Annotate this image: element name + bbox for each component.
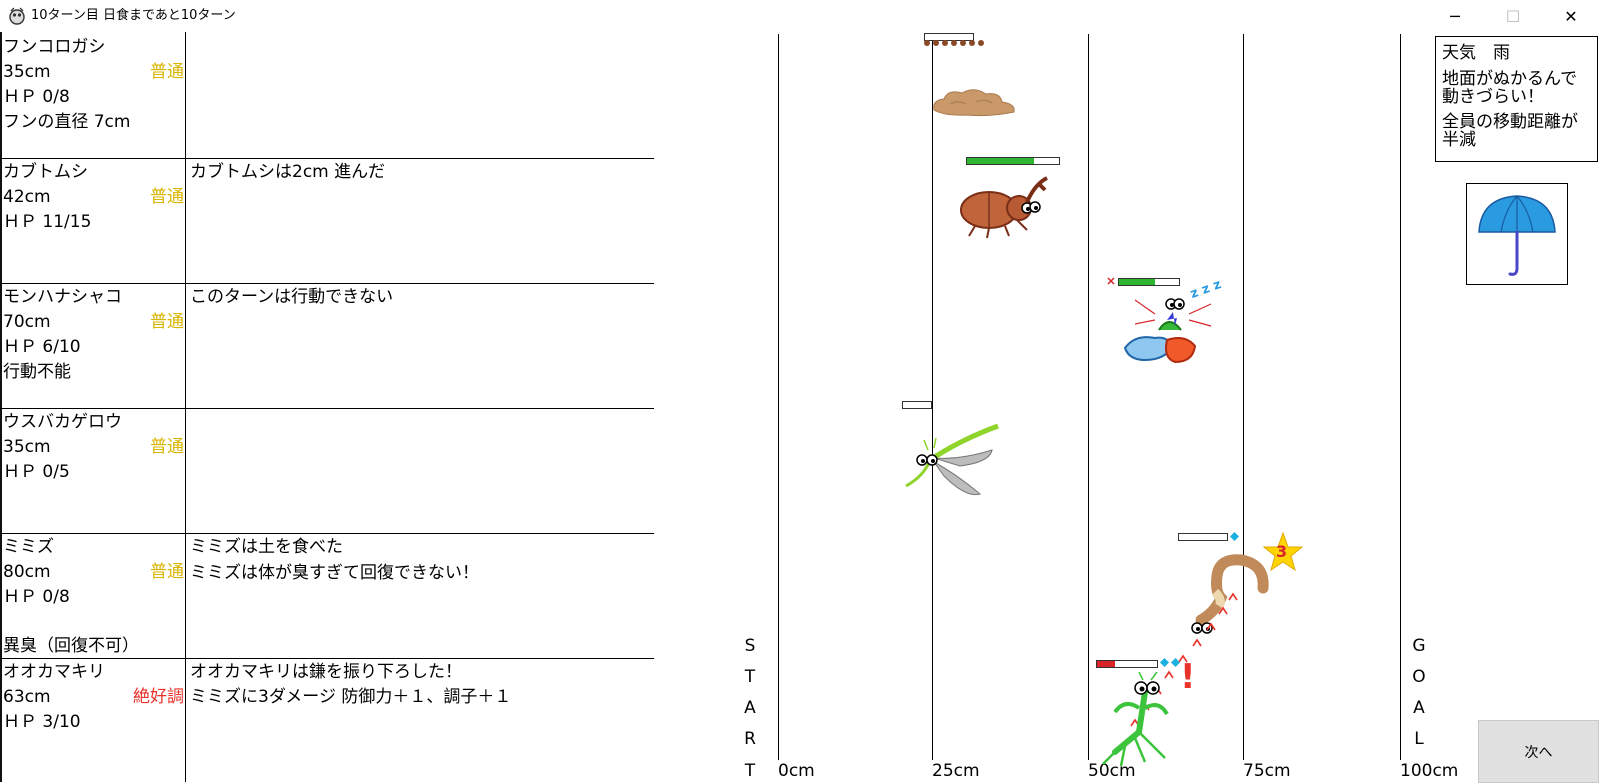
- track-line-25cm: [932, 34, 933, 760]
- status-panel-shako: モンハナシャコ 70cm 普通 ＨＰ 6/10 行動不能 このターンは行動できな…: [0, 283, 654, 409]
- condition-label: 普通: [150, 62, 184, 82]
- creature-name: モンハナシャコ: [3, 287, 122, 307]
- hp-bar-shako: [1118, 278, 1180, 286]
- left-edge-strip: [0, 32, 2, 782]
- creature-extra: フンの直径 7cm: [3, 112, 131, 132]
- creature-hp: ＨＰ 6/10: [3, 337, 81, 357]
- battle-message: ミミズは土を食べた: [190, 537, 343, 557]
- status-panel-funkorogashi: フンコロガシ 35cm 普通 ＨＰ 0/8 フンの直径 7cm: [0, 32, 654, 159]
- creature-name: ミミズ: [3, 537, 54, 557]
- title-bar: 10ターン目 日食まであと10ターン ─ ☐ ✕: [0, 0, 1602, 32]
- close-button[interactable]: ✕: [1564, 6, 1578, 26]
- hp-fill-kabutomushi: [967, 158, 1035, 164]
- start-letter: T: [744, 761, 756, 781]
- creature-hp: ＨＰ 0/8: [3, 587, 70, 607]
- hp-bar-kamakiri: [1096, 660, 1158, 668]
- battle-message: カブトムシは2cm 進んだ: [190, 162, 386, 182]
- battle-message: このターンは行動できない: [190, 287, 394, 307]
- status-panel-kamakiri: オオカマキリ 63cm 絶好調 ＨＰ 3/10 オオカマキリは鎌を振り下ろした！…: [0, 658, 654, 782]
- umbrella-icon: [1478, 195, 1556, 276]
- damage-star-icon: [1262, 531, 1304, 572]
- tick-label-25cm: 25cm: [932, 761, 980, 781]
- hp-bar-mimizu: [1178, 533, 1228, 541]
- damage-number: 3: [1276, 542, 1288, 561]
- hp-bar-funkorogashi: [924, 33, 974, 41]
- track-line-100cm: [1400, 34, 1401, 760]
- start-letter: A: [744, 698, 756, 718]
- track-line-0cm: [778, 34, 779, 760]
- weather-desc-line: 地面がぬかるんで: [1442, 69, 1578, 89]
- condition-label: 普通: [150, 187, 184, 207]
- creature-distance: 63cm: [3, 687, 51, 707]
- hp-fill-shako: [1119, 279, 1155, 285]
- battle-message: ミミズに3ダメージ 防御力＋１、調子＋１: [190, 687, 512, 707]
- diamond-marker-icon: [1230, 532, 1239, 541]
- race-track: 0cm 25cm 50cm 75cm 100cm S T A R T G O A…: [740, 32, 1458, 782]
- battle-message: ミミズは体が臭すぎて回復できない！: [190, 563, 479, 583]
- creature-hp: ＨＰ 3/10: [3, 712, 81, 732]
- hp-fill-kamakiri: [1097, 661, 1115, 667]
- beetle-icon: [960, 176, 1048, 239]
- creature-name: カブトムシ: [3, 162, 88, 182]
- creature-status: 異臭（回復不可）: [3, 636, 139, 656]
- weather-title: 天気 雨: [1442, 43, 1510, 63]
- mantis-icon: [1102, 672, 1169, 767]
- creature-name: オオカマキリ: [3, 662, 105, 682]
- status-panel-kabutomushi: カブトムシ 42cm 普通 ＨＰ 11/15 カブトムシは2cm 進んだ: [0, 158, 654, 284]
- app-icon: [9, 7, 25, 25]
- dung-ball-icon: [933, 89, 1015, 117]
- alert-mark: !: [1180, 657, 1196, 697]
- condition-label: 普通: [150, 312, 184, 332]
- earthworm-icon: [1191, 554, 1269, 634]
- creature-distance: 70cm: [3, 312, 51, 332]
- goal-letter: L: [1414, 729, 1424, 749]
- track-line-50cm: [1088, 34, 1089, 760]
- minimize-button[interactable]: ─: [1450, 6, 1460, 26]
- creature-hp: ＨＰ 11/15: [3, 212, 92, 232]
- creature-name: ウスバカゲロウ: [3, 412, 122, 432]
- status-x-icon: [1107, 277, 1115, 285]
- hp-bar-kabutomushi: [966, 157, 1060, 165]
- weather-desc-line: 半減: [1442, 130, 1476, 150]
- diamond-marker-icon: [1160, 658, 1180, 667]
- tick-label-0cm: 0cm: [778, 761, 815, 781]
- track-line-75cm: [1243, 34, 1244, 760]
- weather-icon-box: [1466, 183, 1568, 285]
- tick-label-100cm: 100cm: [1400, 761, 1459, 781]
- start-letter: T: [744, 667, 756, 687]
- goal-letter: A: [1413, 698, 1425, 718]
- condition-label: 絶好調: [133, 687, 184, 707]
- maximize-button[interactable]: ☐: [1505, 6, 1521, 26]
- tick-label-75cm: 75cm: [1243, 761, 1291, 781]
- weather-desc-line: 動きづらい！: [1442, 87, 1544, 107]
- creature-hp: ＨＰ 0/8: [3, 87, 70, 107]
- status-panel-usubakagerou: ウスバカゲロウ 35cm 普通 ＨＰ 0/5: [0, 408, 654, 534]
- start-letter: R: [744, 729, 756, 749]
- mantis-shrimp-icon: [1123, 298, 1212, 364]
- creature-status: 行動不能: [3, 362, 71, 382]
- creature-distance: 35cm: [3, 437, 51, 457]
- weather-info-box: 天気 雨 地面がぬかるんで 動きづらい！ 全員の移動距離が 半減: [1435, 36, 1598, 162]
- tick-label-50cm: 50cm: [1088, 761, 1136, 781]
- goal-letter: O: [1412, 667, 1426, 687]
- condition-label: 普通: [150, 437, 184, 457]
- goal-letter: G: [1412, 636, 1426, 656]
- creature-hp: ＨＰ 0/5: [3, 462, 70, 482]
- start-letter: S: [744, 636, 756, 656]
- weather-desc-line: 全員の移動距離が: [1442, 112, 1578, 132]
- dung-beetle-remains-icon: [924, 40, 984, 46]
- creature-name: フンコロガシ: [3, 37, 106, 57]
- creature-distance: 42cm: [3, 187, 51, 207]
- hp-bar-usubakagerou: [902, 401, 932, 409]
- creature-distance: 80cm: [3, 562, 51, 582]
- next-button[interactable]: 次へ: [1478, 720, 1599, 783]
- condition-label: 普通: [150, 562, 184, 582]
- antlion-fly-icon: [905, 423, 999, 496]
- window-title: 10ターン目 日食まであと10ターン: [31, 8, 236, 23]
- battle-message: オオカマキリは鎌を振り下ろした！: [190, 662, 462, 682]
- status-panel-mimizu: ミミズ 80cm 普通 ＨＰ 0/8 異臭（回復不可） ミミズは土を食べた ミミ…: [0, 533, 654, 659]
- creature-distance: 35cm: [3, 62, 51, 82]
